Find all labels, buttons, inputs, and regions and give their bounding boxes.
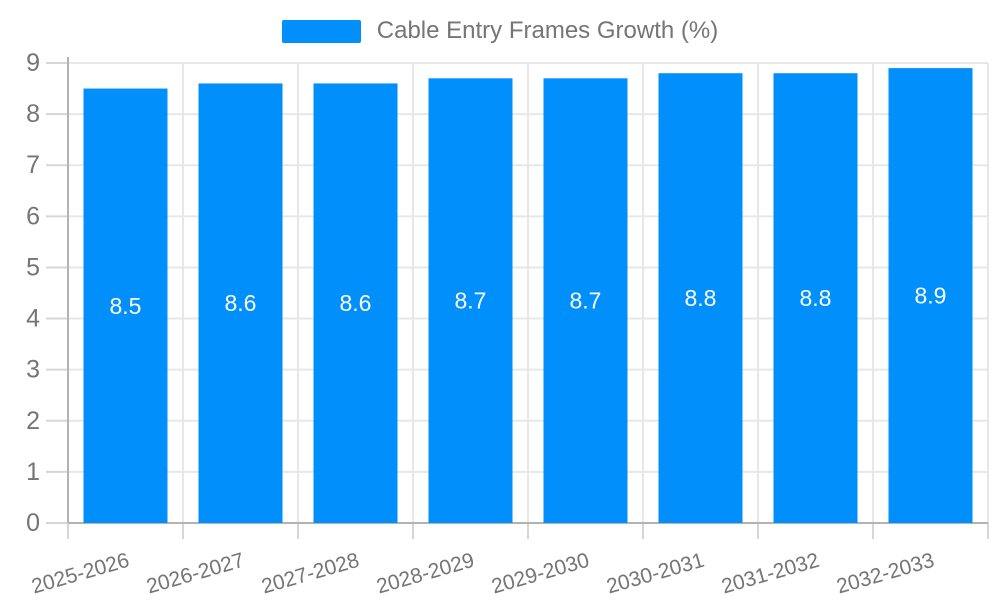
x-tick-label: 2030-2031	[604, 549, 707, 599]
x-tick-label: 2029-2030	[489, 549, 592, 599]
bar-2032-2033[interactable]	[888, 68, 973, 523]
y-tick-label: 1	[26, 458, 40, 486]
legend[interactable]: Cable Entry Frames Growth (%)	[0, 17, 1000, 45]
y-tick-label: 4	[26, 305, 40, 333]
y-tick-label: 3	[26, 356, 40, 384]
bar-2025-2026[interactable]	[83, 88, 168, 524]
bar-2030-2031[interactable]	[658, 73, 743, 523]
bar-value-label: 8.8	[800, 285, 832, 311]
bar-value-label: 8.8	[685, 285, 717, 311]
y-tick-label: 5	[26, 253, 40, 281]
y-tick-label: 6	[26, 202, 40, 230]
x-tick-label: 2027-2028	[259, 549, 362, 599]
bar-value-label: 8.7	[455, 288, 487, 314]
y-tick-label: 8	[26, 100, 40, 128]
y-tick-label: 0	[26, 509, 40, 537]
bar-value-label: 8.6	[340, 290, 372, 316]
bar-value-label: 8.9	[915, 283, 947, 309]
x-tick-label: 2028-2029	[374, 549, 477, 599]
x-tick-label: 2031-2032	[719, 549, 822, 599]
bar-2029-2030[interactable]	[543, 78, 628, 523]
y-tick-label: 7	[26, 151, 40, 179]
x-tick-label: 2032-2033	[834, 549, 937, 599]
legend-label: Cable Entry Frames Growth (%)	[376, 17, 719, 44]
legend-swatch	[281, 19, 361, 43]
x-tick-label: 2025-2026	[29, 549, 132, 599]
bar-value-label: 8.7	[570, 288, 602, 314]
bar-2031-2032[interactable]	[773, 73, 858, 523]
y-tick-label: 2	[26, 407, 40, 435]
bar-2027-2028[interactable]	[313, 83, 398, 523]
bar-2026-2027[interactable]	[198, 83, 283, 523]
bar-value-label: 8.5	[110, 293, 142, 319]
bar-2028-2029[interactable]	[428, 78, 513, 523]
y-tick-label: 9	[26, 49, 40, 77]
bar-value-label: 8.6	[225, 290, 257, 316]
x-tick-label: 2026-2027	[144, 549, 247, 599]
